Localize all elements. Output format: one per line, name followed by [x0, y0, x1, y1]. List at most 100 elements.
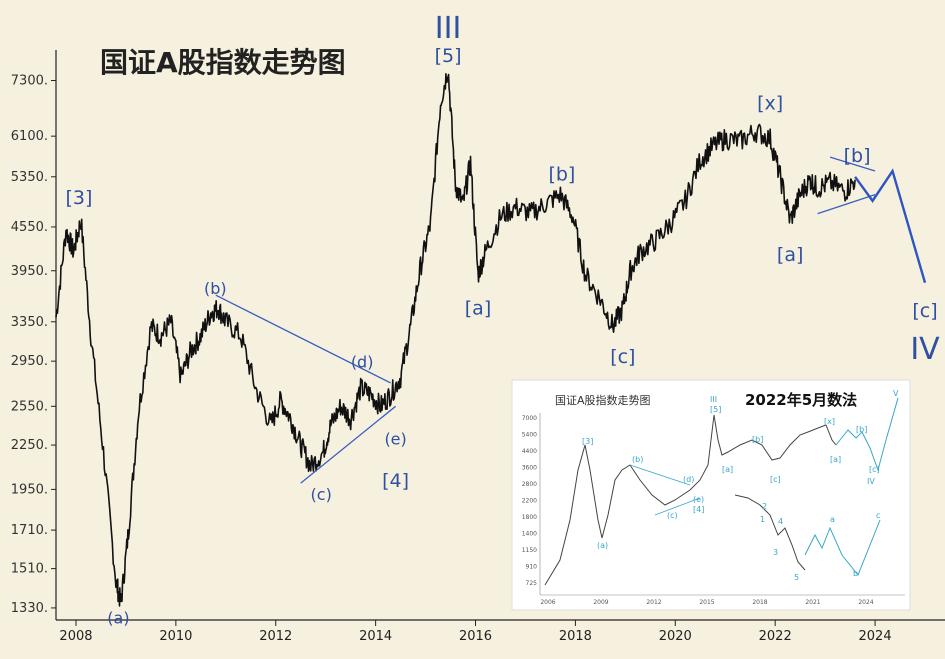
inset-x-label: 2024	[858, 599, 873, 606]
inset-label: [c]	[869, 465, 880, 474]
wave-label: [a]	[465, 298, 491, 320]
inset-background	[511, 379, 911, 611]
wave-label: [5]	[435, 45, 462, 67]
wave-label: [3]	[66, 187, 93, 209]
inset-label: c	[876, 511, 880, 520]
y-tick-label: 5350.	[11, 170, 48, 185]
x-tick-label: 2016	[459, 629, 492, 644]
inset-x-label: 2006	[540, 599, 555, 606]
y-tick-label: 3350.	[11, 315, 48, 330]
wave-label: [a]	[777, 244, 803, 266]
trendline	[300, 405, 397, 484]
y-tick-label: 6100.	[11, 129, 48, 144]
x-tick-label: 2024	[859, 629, 892, 644]
inset-label: 5	[794, 573, 799, 582]
inset-title: 国证A股指数走势图	[555, 393, 651, 407]
wave-label: (e)	[384, 430, 406, 449]
inset-label: [b]	[752, 435, 763, 444]
x-tick-label: 2022	[759, 629, 792, 644]
inset-y-label: 725	[526, 580, 538, 587]
wave-label: [c]	[912, 300, 937, 322]
wave-label: [b]	[548, 164, 575, 186]
inset-label: 3	[773, 548, 778, 557]
inset-y-label: 2800	[522, 481, 537, 488]
wave-label: [c]	[610, 346, 635, 368]
inset-x-label: 2021	[805, 599, 820, 606]
inset-label: [x]	[824, 417, 835, 426]
inset-y-label: 2200	[522, 498, 537, 505]
inset-y-label: 4400	[522, 448, 537, 455]
inset-y-label: 1150	[522, 547, 537, 554]
inset-label: 2	[762, 502, 767, 511]
inset-label: [5]	[710, 405, 721, 414]
inset-label: V	[893, 389, 899, 398]
inset-x-label: 2018	[752, 599, 767, 606]
x-tick-label: 2010	[159, 629, 192, 644]
x-tick-label: 2018	[559, 629, 592, 644]
inset-x-label: 2009	[593, 599, 608, 606]
y-tick-label: 2250.	[11, 438, 48, 453]
wave-labels: [3](a)(b)(c)(d)(e)[4]III[5][a][b][c][x][…	[66, 11, 941, 627]
y-tick-label: 2950.	[11, 354, 48, 369]
inset-label: (c)	[667, 511, 678, 520]
inset-label: 4	[778, 517, 783, 526]
inset-y-ticks: 7000 5400 4400 3600 2800 2200 1800 1400 1150 910 7…	[522, 415, 537, 587]
y-tick-label: 1710.	[11, 523, 48, 538]
wave-label: [x]	[757, 93, 783, 115]
y-tick-label: 1950.	[11, 482, 48, 497]
inset-label: IV	[867, 477, 875, 486]
trendline	[829, 156, 876, 172]
inset-y-label: 3600	[522, 465, 537, 472]
projection-line	[854, 168, 927, 284]
inset-label: (d)	[683, 475, 694, 484]
inset-series	[544, 397, 899, 586]
inset-label: (b)	[632, 455, 643, 464]
wave-label: [4]	[382, 470, 409, 492]
inset-chart: 国证A股指数走势图 2022年5月数法 7000 5400 4400 3600 2800…	[511, 379, 911, 611]
wave-label: III	[435, 11, 462, 46]
inset-label: [a]	[722, 465, 733, 474]
y-tick-label: 2550.	[11, 399, 48, 414]
inset-x-label: 2012	[646, 599, 661, 606]
wave-label: (d)	[351, 352, 374, 371]
inset-y-label: 1800	[522, 514, 537, 521]
price-series	[55, 73, 856, 607]
wave-label: (b)	[204, 279, 227, 298]
inset-label: [a]	[830, 455, 841, 464]
wave-label: [b]	[844, 145, 871, 167]
y-tick-label: 1330.	[11, 601, 48, 616]
inset-x-ticks: 2006 2009 2012 2015 2018 2021 2024	[540, 599, 873, 606]
inset-y-label: 1400	[522, 531, 537, 538]
y-tick-label: 4550.	[11, 220, 48, 235]
inset-wave-labels: [3] (a) (b) (c) (d) (e) [4] III [5] [a] …	[582, 389, 899, 582]
inset-label: 1	[760, 515, 765, 524]
x-tick-label: 2012	[259, 629, 292, 644]
inset-x-label: 2015	[699, 599, 714, 606]
inset-label: [3]	[582, 437, 593, 446]
inset-label: [c]	[770, 475, 781, 484]
inset-label: (e)	[693, 495, 704, 504]
inset-label: [4]	[693, 505, 704, 514]
inset-label: a	[830, 515, 835, 524]
trendline	[817, 194, 876, 215]
x-tick-label: 2014	[359, 629, 392, 644]
trendline	[215, 294, 391, 384]
x-axis-ticks: 2008 2010 2012 2014 2016 2018 2020 2022 2024	[59, 620, 892, 644]
y-axis-ticks: 7300. 6100. 5350. 4550. 3950. 3350. 2950. 2550.…	[11, 74, 56, 616]
x-tick-label: 2020	[659, 629, 692, 644]
y-tick-label: 3950.	[11, 264, 48, 279]
inset-y-label: 5400	[522, 432, 537, 439]
inset-y-label: 7000	[522, 415, 537, 422]
wave-label: IV	[910, 332, 940, 367]
x-tick-label: 2008	[59, 629, 92, 644]
y-tick-label: 7300.	[11, 74, 48, 89]
inset-label: [b]	[856, 425, 867, 434]
y-tick-label: 1510.	[11, 562, 48, 577]
inset-label: (a)	[597, 541, 608, 550]
trendlines	[215, 156, 876, 484]
inset-note: 2022年5月数法	[745, 391, 857, 409]
wave-label: (a)	[107, 608, 129, 627]
inset-y-label: 910	[526, 564, 538, 571]
price-line	[55, 73, 856, 607]
